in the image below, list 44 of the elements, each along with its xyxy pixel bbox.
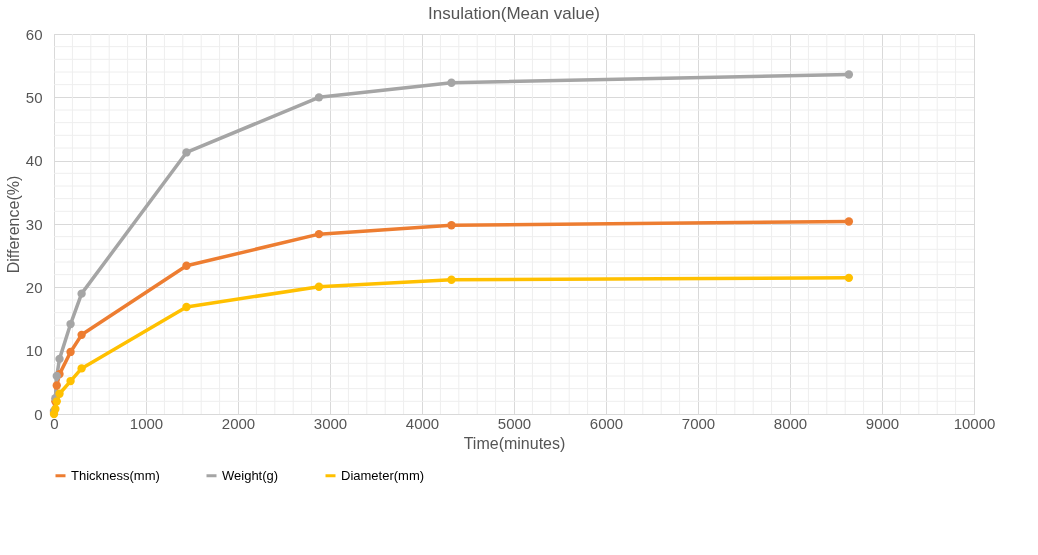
point [66,376,75,386]
point [314,282,324,291]
point [314,229,324,239]
point [844,273,854,283]
point [182,302,191,312]
x-tick-label: 3000 [313,414,348,432]
point [182,148,191,157]
point [182,261,191,270]
legend-label: Thickness(mm) [71,467,160,483]
x-tick-label: 8000 [773,414,808,432]
point [77,289,86,298]
point [55,389,64,398]
x-tick-label: 5000 [497,414,532,432]
legend-label: Diameter(mm) [341,467,425,483]
x-tick-label: 6000 [589,414,624,432]
y-tick-label: 20 [25,278,43,296]
point [447,275,456,284]
x-tick-label: 0 [50,414,59,432]
x-tick-label: 2000 [221,414,256,432]
point [447,78,456,87]
y-tick-label: 40 [25,152,43,170]
point [844,217,854,226]
x-tick-label: 10000 [953,414,996,432]
point [66,347,75,357]
point [77,364,86,373]
y-tick-label: 10 [25,342,43,360]
point [447,221,456,230]
point [66,319,75,329]
y-tick-label: 60 [25,25,43,43]
x-tick-label: 7000 [681,414,716,432]
x-axis-title: Time(minutes) [463,434,566,452]
y-tick-label: 50 [25,88,43,106]
point [844,70,854,79]
point [314,93,324,102]
point [52,381,61,390]
y-axis-title: Difference(%) [4,175,22,274]
point [77,330,86,340]
y-tick-label: 30 [25,215,43,233]
x-tick-label: 9000 [865,414,900,432]
chart-title: Insulation(Mean value) [428,4,600,23]
x-tick-label: 1000 [129,414,164,432]
x-tick-label: 4000 [405,414,440,432]
point [55,354,64,364]
legend-label: Weight(g) [222,467,279,483]
